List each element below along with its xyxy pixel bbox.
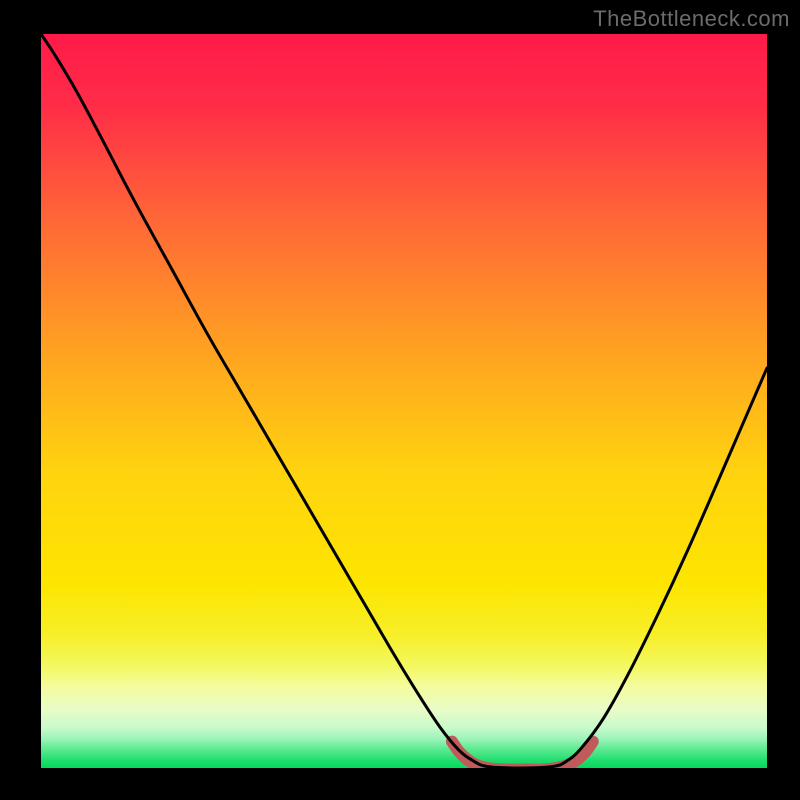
chart-container: TheBottleneck.com: [0, 0, 800, 800]
curve-layer: [41, 34, 767, 768]
bottleneck-curve: [41, 34, 767, 768]
watermark-text: TheBottleneck.com: [593, 6, 790, 32]
valley-marker: [452, 742, 593, 768]
plot-area: [41, 34, 767, 768]
